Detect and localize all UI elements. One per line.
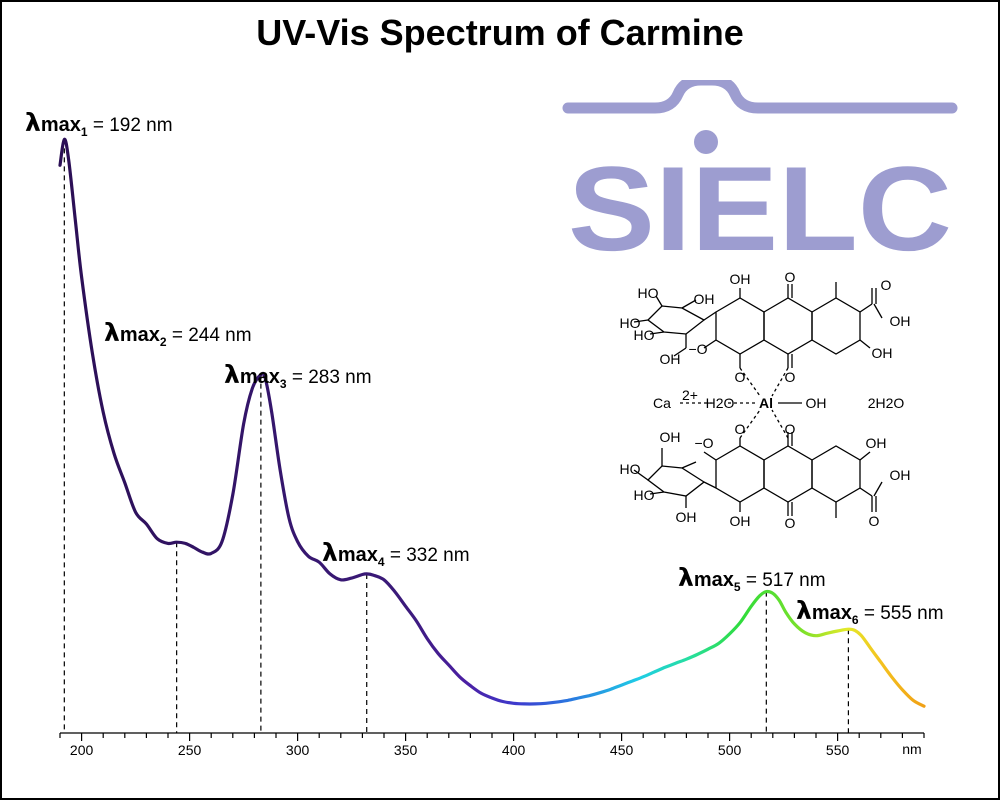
peak-label-index: 4 <box>377 554 385 569</box>
peak-label-value: = 517 nm <box>740 570 826 591</box>
peak-label-max: max <box>337 544 378 566</box>
atom-o-minus: −O <box>688 341 707 357</box>
atom-oh: OH <box>890 467 911 483</box>
spectrum-line <box>58 137 926 708</box>
peak-label: λmax6 = 555 nm <box>796 596 944 627</box>
atom-o: O <box>785 515 796 530</box>
peak-label: λmax4 = 332 nm <box>322 538 470 569</box>
x-tick-label: 500 <box>718 742 742 758</box>
lambda-symbol: λ <box>104 318 120 347</box>
atom-o: O <box>785 421 796 437</box>
atom-oh: OH <box>676 509 697 525</box>
structure-bonds <box>633 282 883 518</box>
atom-ho: HO <box>638 285 659 301</box>
x-tick-label: 400 <box>502 742 526 758</box>
peak-label-value: = 332 nm <box>384 545 470 566</box>
atom-o: O <box>785 369 796 385</box>
atom-oh: OH <box>806 395 827 411</box>
logo-dot <box>694 130 718 154</box>
sielc-logo: SIELC <box>562 80 958 255</box>
atom-o: O <box>735 369 746 385</box>
peak-label: λmax2 = 244 nm <box>104 318 252 349</box>
peak-label-value: = 555 nm <box>858 603 944 624</box>
atom-ho: HO <box>620 461 641 477</box>
x-axis-unit: nm <box>902 741 921 757</box>
x-tick-label: 250 <box>178 742 202 758</box>
x-axis-ticks <box>59 733 925 741</box>
atom-oh: OH <box>866 435 887 451</box>
lambda-symbol: λ <box>322 538 338 567</box>
peak-label-index: 5 <box>733 579 741 594</box>
x-axis-tick-labels: 200 250 300 350 400 450 500 550 <box>70 742 850 758</box>
atom-oh: OH <box>730 513 751 529</box>
atom-o: O <box>785 270 796 285</box>
atom-ca: Ca <box>653 395 671 411</box>
atom-h2o: H2O <box>706 395 735 411</box>
peak-label-value: = 244 nm <box>166 325 252 346</box>
atom-o: O <box>869 513 880 529</box>
atom-2h2o: 2H2O <box>868 395 905 411</box>
chart-title: UV-Vis Spectrum of Carmine <box>256 12 744 53</box>
atom-o: O <box>735 421 746 437</box>
x-tick-label: 550 <box>826 742 850 758</box>
peak-label-max: max <box>40 114 81 136</box>
peak-label-index: 3 <box>279 376 287 391</box>
logo-swoosh <box>562 80 958 114</box>
atom-oh: OH <box>730 271 751 287</box>
lambda-symbol: λ <box>25 108 41 137</box>
atom-al: Al <box>759 395 773 411</box>
structure-atom-labels: OH O O OH OH OH HO HO HO OH −O O O Al H2… <box>620 270 911 530</box>
peak-label-value: = 283 nm <box>286 367 372 388</box>
peak-label-index: 6 <box>851 612 859 627</box>
lambda-symbol: λ <box>224 360 240 389</box>
peak-label-index: 1 <box>80 124 88 139</box>
ca-charge: 2+ <box>682 387 698 403</box>
peak-label-index: 2 <box>159 334 167 349</box>
atom-oh: OH <box>872 345 893 361</box>
x-tick-label: 350 <box>394 742 418 758</box>
peak-label-max: max <box>239 366 280 388</box>
peak-label-max: max <box>811 602 852 624</box>
atom-ho: HO <box>620 315 641 331</box>
atom-oh: OH <box>694 291 715 307</box>
peak-label: λmax1 = 192 nm <box>25 108 173 139</box>
atom-oh: OH <box>660 351 681 367</box>
peak-label-max: max <box>693 569 734 591</box>
atom-oh: OH <box>890 313 911 329</box>
atom-o: O <box>881 277 892 293</box>
x-tick-label: 450 <box>610 742 634 758</box>
peak-label: λmax5 = 517 nm <box>678 563 826 594</box>
peak-label-value: = 192 nm <box>87 115 173 136</box>
lambda-symbol: λ <box>678 563 694 592</box>
carmine-structure: OH O O OH OH OH HO HO HO OH −O O O Al H2… <box>620 270 911 530</box>
atom-oh: OH <box>660 429 681 445</box>
peak-label-max: max <box>119 324 160 346</box>
lambda-symbol: λ <box>796 596 812 625</box>
peak-droplines <box>63 139 850 733</box>
x-tick-label: 300 <box>286 742 310 758</box>
x-tick-label: 200 <box>70 742 94 758</box>
logo-text: SIELC <box>568 142 952 255</box>
atom-ho: HO <box>634 327 655 343</box>
peak-label: λmax3 = 283 nm <box>224 360 372 391</box>
atom-ho: HO <box>634 487 655 503</box>
atom-o-minus: −O <box>694 435 713 451</box>
